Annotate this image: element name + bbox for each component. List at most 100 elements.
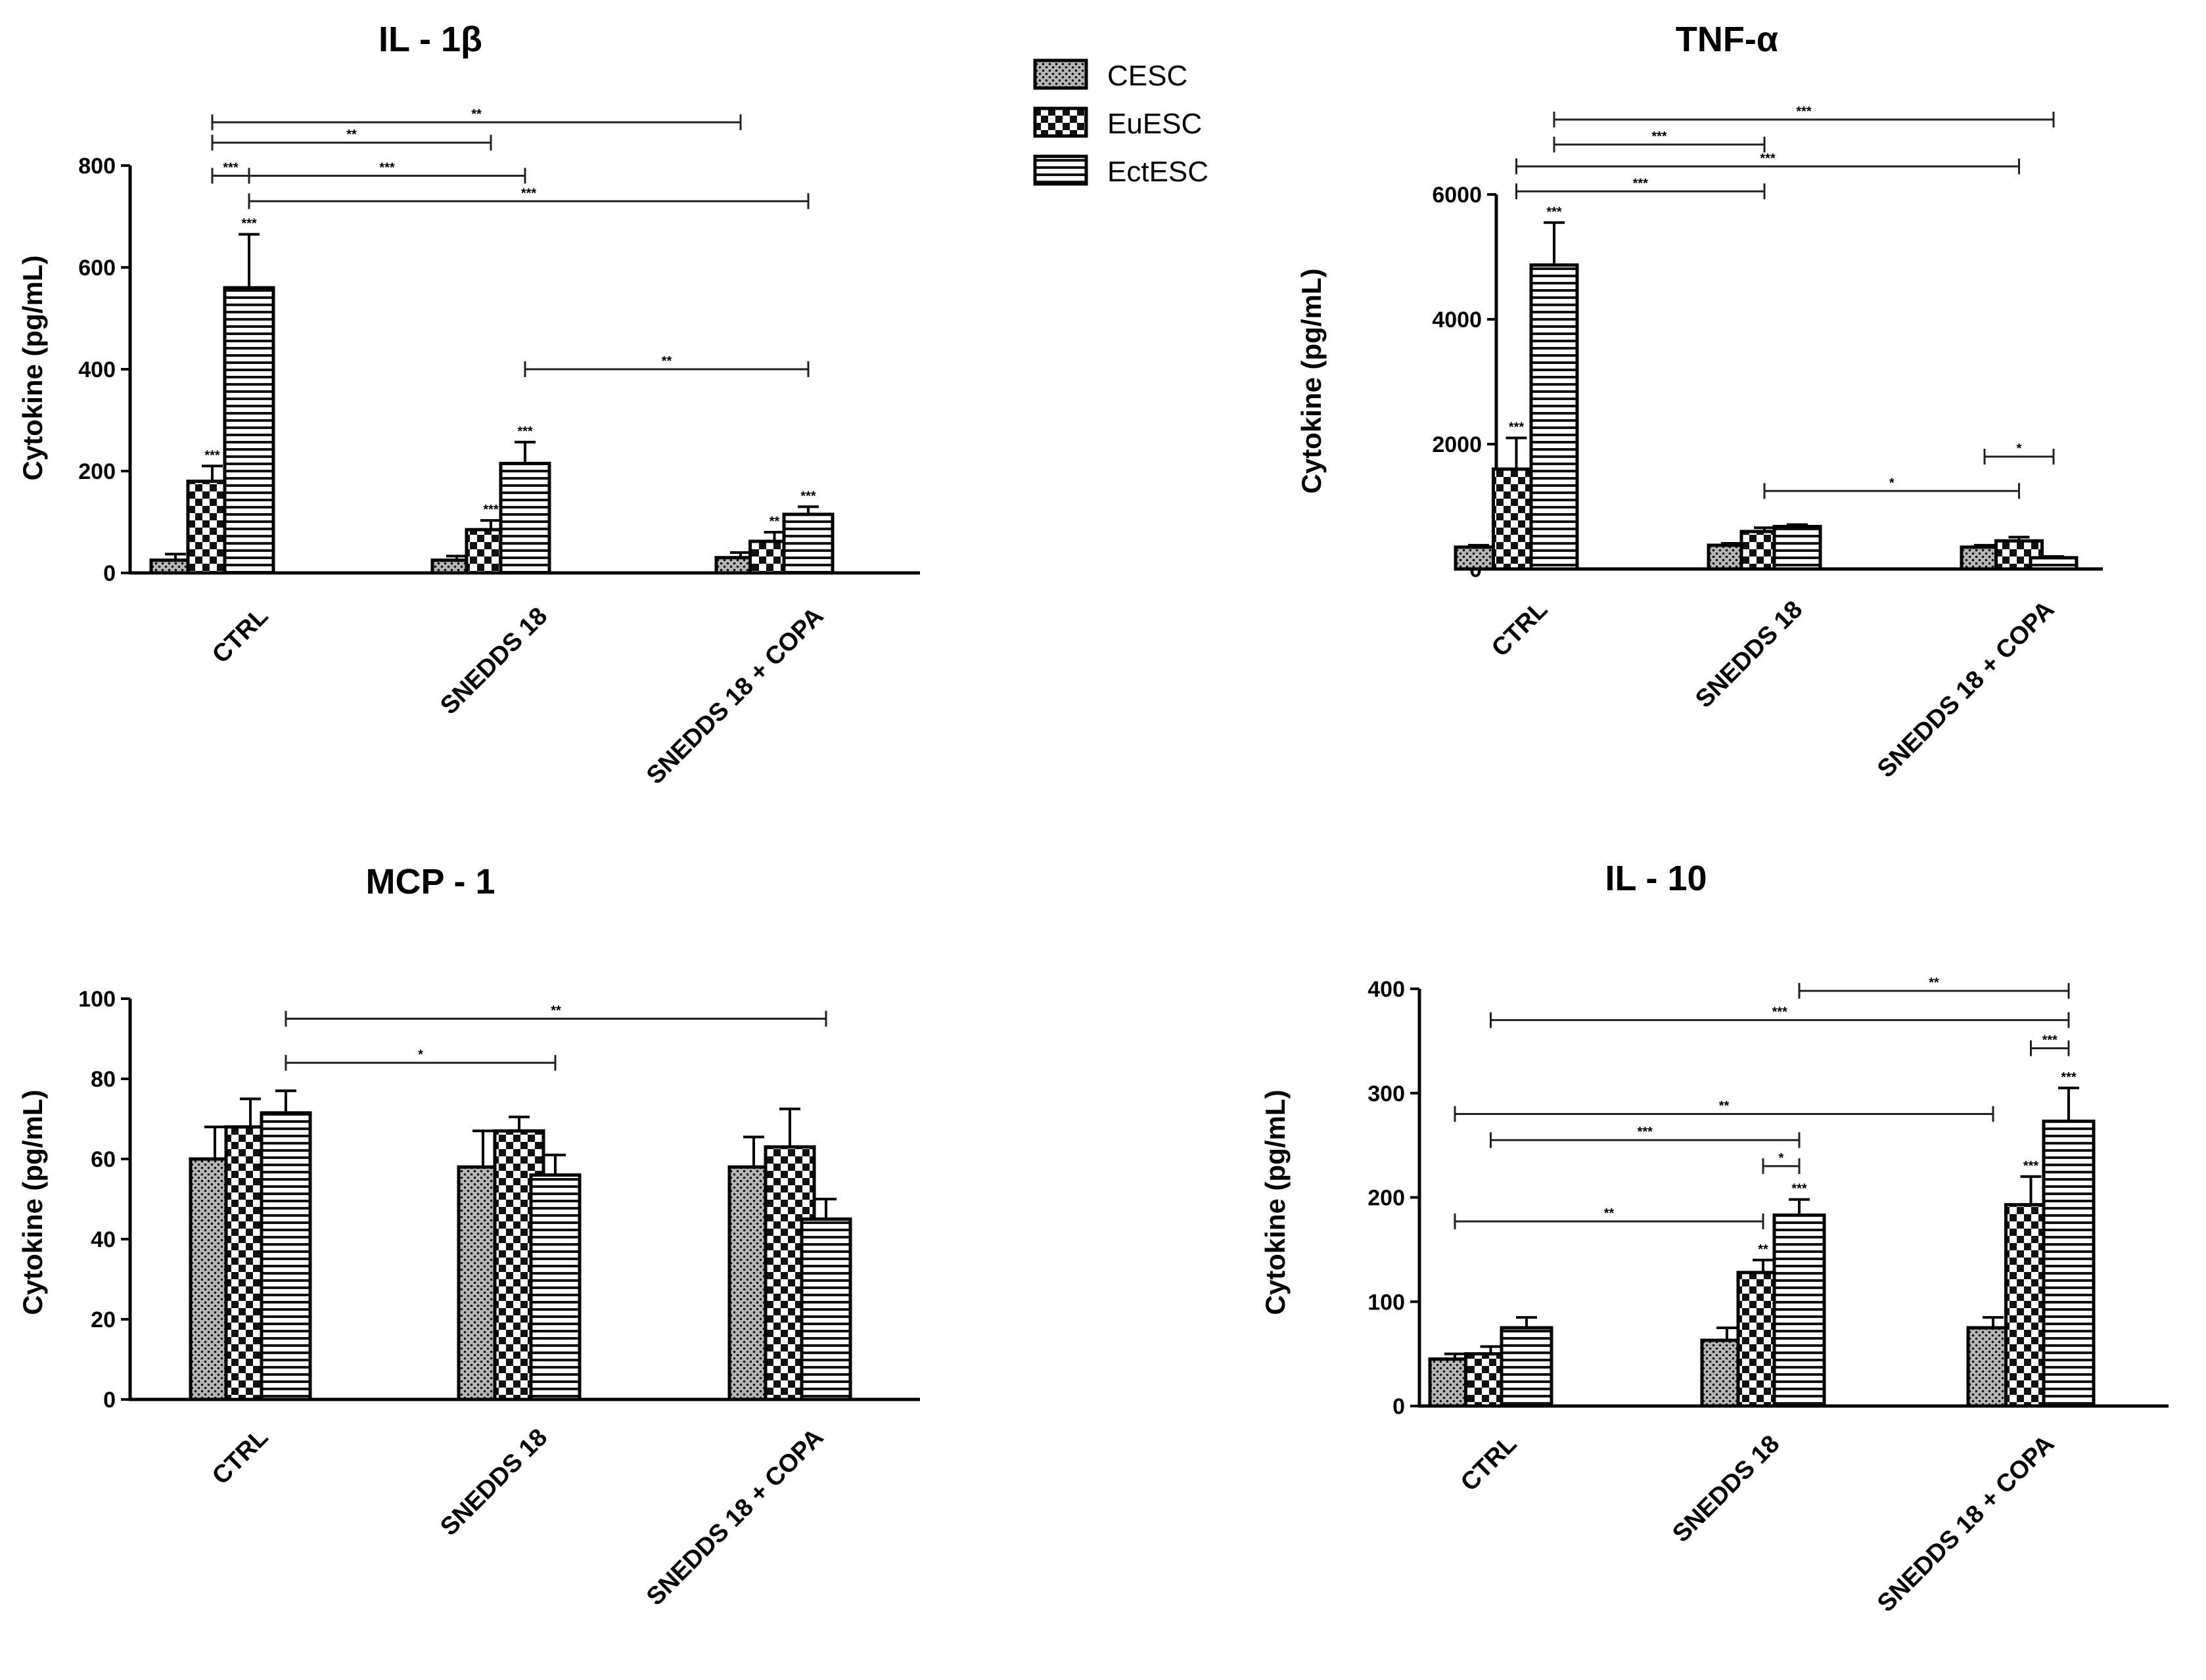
error-bar-cesc-1 [446, 555, 467, 560]
y-tick-label: 40 [91, 1227, 116, 1252]
comparison-bracket [211, 114, 742, 131]
y-axis-label: Cytokine (pg/mL) [17, 1090, 48, 1315]
error-bar-euesc-0 [1480, 1345, 1502, 1354]
comparison-bracket [1983, 449, 2055, 465]
y-tick-label: 20 [91, 1307, 116, 1332]
error-bar-ectesc-0 [1544, 221, 1565, 265]
comparison-bracket [248, 168, 526, 184]
error-bar-ectesc-1 [515, 440, 536, 464]
error-bar-cesc-0 [204, 1125, 225, 1159]
bar-ectesc-2 [782, 512, 835, 575]
comparison-label: ** [662, 354, 672, 369]
legend-label-ectesc: EctESC [1107, 156, 1208, 188]
comparison-bracket [1798, 983, 2070, 999]
y-tick-label: 6000 [1432, 183, 1482, 208]
x-category-label: CTRL [207, 1424, 273, 1490]
y-tick-label: 0 [1392, 1394, 1405, 1419]
comparison-label: *** [1633, 176, 1649, 191]
y-axis-label: Cytokine (pg/mL) [17, 256, 48, 481]
comparison-label: * [2017, 442, 2022, 456]
error-bar-euesc-0 [1505, 436, 1527, 469]
comparison-label: *** [379, 161, 395, 175]
comparison-bracket [1454, 1214, 1764, 1230]
bar-ectesc-2 [2042, 1120, 2096, 1408]
x-category-label: SNEDDS 18 + COPA [1872, 1430, 2059, 1618]
error-bar-ectesc-1 [1787, 523, 1808, 527]
significance-label: *** [1791, 1182, 1807, 1196]
y-tick-label: 4000 [1432, 307, 1482, 332]
error-bar-cesc-1 [1721, 542, 1742, 545]
error-bar-cesc-1 [1716, 1326, 1737, 1340]
y-tick-label: 400 [1367, 977, 1405, 1002]
error-bar-ectesc-2 [2058, 1086, 2079, 1122]
bar-ectesc-1 [529, 1173, 582, 1401]
comparison-label: ** [471, 107, 482, 122]
error-bar-euesc-2 [764, 531, 785, 541]
panel-title: TNF-α [1676, 20, 1778, 59]
significance-label: *** [204, 448, 220, 463]
comparison-label: *** [521, 186, 537, 200]
x-category-label: SNEDDS 18 [435, 602, 553, 720]
panel-title: IL - 10 [1605, 859, 1707, 898]
bar-ectesc-2 [2029, 556, 2079, 571]
bar-ectesc-1 [1772, 1213, 1826, 1408]
error-bar-cesc-2 [730, 551, 751, 558]
comparison-label: *** [1760, 151, 1776, 166]
y-tick-label: 200 [78, 459, 116, 484]
comparison-label: *** [1651, 129, 1667, 144]
error-bar-euesc-1 [1753, 1258, 1774, 1273]
error-bar-cesc-2 [1983, 1316, 2004, 1328]
comparison-bracket [1454, 1106, 1994, 1122]
comparison-bracket [1762, 1158, 1801, 1174]
significance-label: *** [517, 424, 533, 439]
comparison-label: ** [1929, 976, 1939, 990]
significance-label: *** [483, 503, 499, 517]
comparison-bracket [2030, 1040, 2070, 1056]
error-bar-cesc-1 [472, 1129, 494, 1168]
y-tick-label: 60 [91, 1147, 116, 1172]
error-bar-ectesc-2 [2043, 555, 2064, 558]
error-bar-cesc-0 [165, 553, 186, 560]
comparison-bracket [1515, 183, 1766, 200]
comparison-label: ** [1719, 1099, 1730, 1114]
legend-swatch-ectesc [1033, 154, 1088, 186]
x-category-label: CTRL [207, 602, 273, 669]
y-tick-label: 800 [78, 154, 116, 179]
x-category-label: SNEDDS 18 [1667, 1430, 1785, 1548]
error-bar-euesc-2 [779, 1107, 800, 1147]
x-category-label: CTRL [1456, 1430, 1522, 1497]
significance-label: *** [1546, 205, 1562, 219]
x-category-label: SNEDDS 18 + COPA [1872, 596, 2059, 783]
y-tick-label: 400 [78, 357, 116, 382]
bar-ectesc-0 [223, 286, 275, 575]
error-bar-euesc-0 [202, 465, 223, 482]
y-tick-label: 0 [103, 561, 116, 586]
significance-label: ** [770, 514, 780, 529]
legend-label-cesc: CESC [1107, 60, 1187, 92]
bar-ectesc-1 [1772, 524, 1822, 571]
comparison-bracket [524, 361, 810, 377]
error-bar-ectesc-2 [816, 1198, 837, 1219]
y-tick-label: 100 [78, 987, 116, 1012]
significance-label: *** [241, 217, 257, 231]
significance-label: *** [800, 489, 816, 503]
x-category-label: SNEDDS 18 [1690, 596, 1808, 714]
comparison-bracket [211, 135, 492, 151]
comparison-label: *** [2042, 1033, 2058, 1047]
bar-ectesc-0 [1529, 263, 1579, 571]
error-bar-cesc-2 [1974, 543, 1995, 547]
comparison-bracket [285, 1010, 827, 1027]
error-bar-ectesc-0 [275, 1089, 296, 1113]
comparison-label: ** [346, 127, 357, 142]
comparison-label: * [1779, 1151, 1784, 1166]
error-bar-ectesc-2 [798, 505, 819, 514]
comparison-label: * [1889, 476, 1895, 490]
error-bar-cesc-0 [1444, 1352, 1465, 1359]
comparison-bracket [1763, 483, 2020, 499]
comparison-bracket [1490, 1132, 1801, 1148]
comparison-label: ** [551, 1004, 561, 1018]
x-category-label: SNEDDS 18 [435, 1424, 553, 1541]
legend-item-euesc: EuESC [1033, 106, 1202, 140]
